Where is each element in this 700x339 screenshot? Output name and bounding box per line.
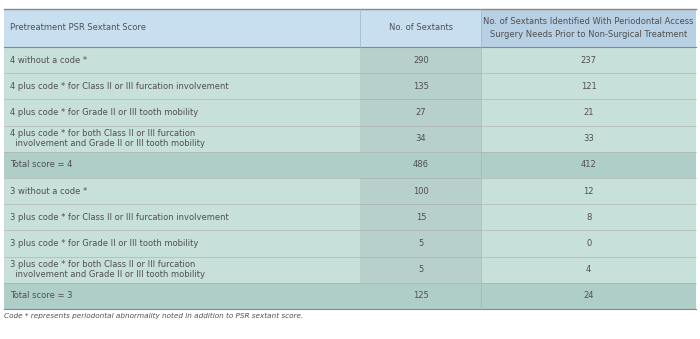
Bar bbox=[482, 73, 696, 99]
Text: 121: 121 bbox=[581, 82, 596, 91]
Text: 3 plus code * for both Class II or III furcation: 3 plus code * for both Class II or III f… bbox=[10, 260, 195, 270]
Text: 3 plus code * for Grade II or III tooth mobility: 3 plus code * for Grade II or III tooth … bbox=[10, 239, 198, 248]
Text: 5: 5 bbox=[419, 265, 423, 274]
Text: 290: 290 bbox=[413, 56, 429, 65]
Bar bbox=[4, 73, 360, 99]
Bar bbox=[4, 9, 360, 47]
Text: 4 without a code *: 4 without a code * bbox=[10, 56, 87, 65]
Text: 125: 125 bbox=[413, 292, 429, 300]
Bar bbox=[360, 73, 482, 99]
Bar bbox=[482, 231, 696, 257]
Text: 0: 0 bbox=[586, 239, 592, 248]
Bar bbox=[4, 257, 360, 283]
Bar bbox=[482, 47, 696, 73]
Text: 21: 21 bbox=[584, 108, 594, 117]
Text: 4 plus code * for Class II or III furcation involvement: 4 plus code * for Class II or III furcat… bbox=[10, 82, 229, 91]
Text: 27: 27 bbox=[416, 108, 426, 117]
Bar bbox=[482, 204, 696, 231]
Text: 237: 237 bbox=[581, 56, 596, 65]
Bar bbox=[360, 99, 482, 126]
Text: 4: 4 bbox=[586, 265, 592, 274]
Bar bbox=[360, 47, 482, 73]
Text: 100: 100 bbox=[413, 186, 429, 196]
Bar bbox=[482, 99, 696, 126]
Bar bbox=[482, 283, 696, 309]
Text: 486: 486 bbox=[413, 160, 429, 170]
Bar bbox=[360, 126, 482, 152]
Text: No. of Sextants: No. of Sextants bbox=[389, 23, 453, 33]
Bar bbox=[482, 9, 696, 47]
Bar bbox=[482, 126, 696, 152]
Bar bbox=[360, 204, 482, 231]
Text: 15: 15 bbox=[416, 213, 426, 222]
Bar bbox=[4, 178, 360, 204]
Text: 3 without a code *: 3 without a code * bbox=[10, 186, 88, 196]
Text: involvement and Grade II or III tooth mobility: involvement and Grade II or III tooth mo… bbox=[10, 139, 205, 148]
Text: Code * represents periodontal abnormality noted in addition to PSR sextant score: Code * represents periodontal abnormalit… bbox=[4, 313, 303, 319]
Bar bbox=[4, 99, 360, 126]
Text: 8: 8 bbox=[586, 213, 592, 222]
Text: 3 plus code * for Class II or III furcation involvement: 3 plus code * for Class II or III furcat… bbox=[10, 213, 229, 222]
Bar bbox=[4, 126, 360, 152]
Bar bbox=[4, 204, 360, 231]
Bar bbox=[360, 178, 482, 204]
Bar bbox=[360, 257, 482, 283]
Text: 135: 135 bbox=[413, 82, 429, 91]
Bar bbox=[4, 283, 360, 309]
Bar bbox=[4, 152, 360, 178]
Text: Pretreatment PSR Sextant Score: Pretreatment PSR Sextant Score bbox=[10, 23, 146, 33]
Text: 24: 24 bbox=[584, 292, 594, 300]
Text: 4 plus code * for Grade II or III tooth mobility: 4 plus code * for Grade II or III tooth … bbox=[10, 108, 198, 117]
Text: Total score = 3: Total score = 3 bbox=[10, 292, 73, 300]
Text: Total score = 4: Total score = 4 bbox=[10, 160, 72, 170]
Text: No. of Sextants Identified With Periodontal Access
Surgery Needs Prior to Non-Su: No. of Sextants Identified With Periodon… bbox=[484, 17, 694, 39]
Bar bbox=[360, 283, 482, 309]
Text: 5: 5 bbox=[419, 239, 423, 248]
Bar bbox=[360, 9, 482, 47]
Bar bbox=[4, 47, 360, 73]
Text: involvement and Grade II or III tooth mobility: involvement and Grade II or III tooth mo… bbox=[10, 270, 205, 279]
Text: 412: 412 bbox=[581, 160, 596, 170]
Text: 34: 34 bbox=[416, 134, 426, 143]
Bar bbox=[4, 231, 360, 257]
Bar bbox=[482, 257, 696, 283]
Bar bbox=[360, 231, 482, 257]
Bar bbox=[482, 178, 696, 204]
Bar bbox=[482, 152, 696, 178]
Bar bbox=[360, 152, 482, 178]
Text: 33: 33 bbox=[583, 134, 594, 143]
Text: 12: 12 bbox=[584, 186, 594, 196]
Text: 4 plus code * for both Class II or III furcation: 4 plus code * for both Class II or III f… bbox=[10, 129, 195, 139]
